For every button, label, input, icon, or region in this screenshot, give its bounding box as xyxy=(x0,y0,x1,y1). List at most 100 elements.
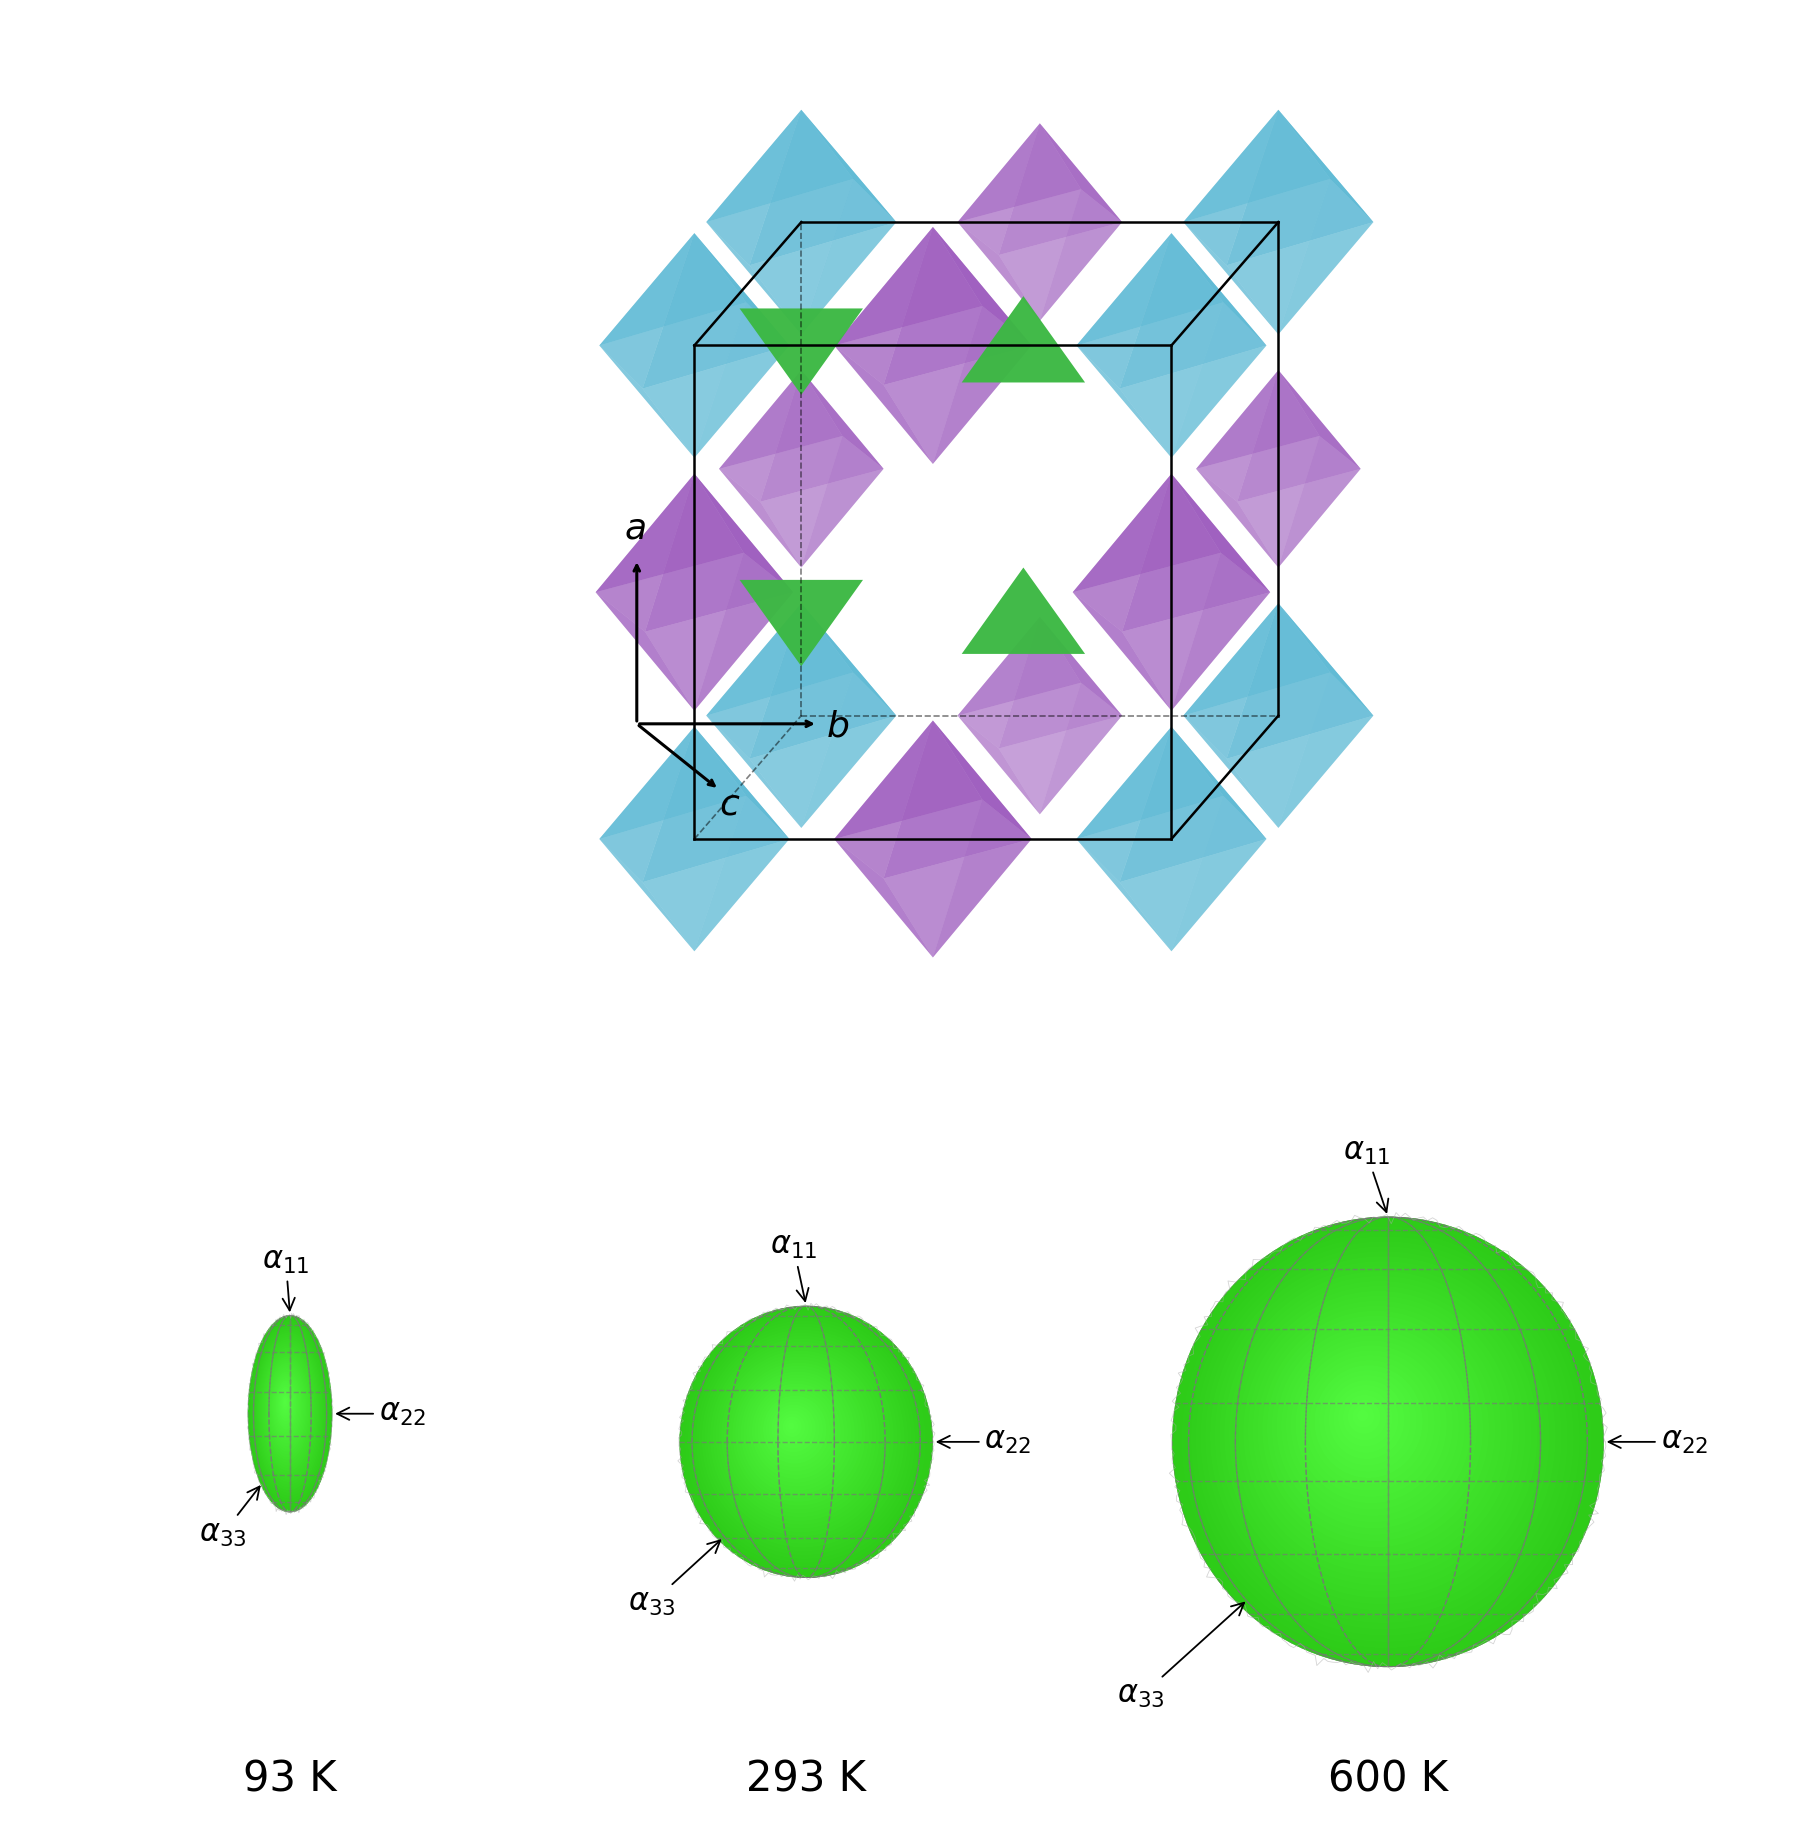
Polygon shape xyxy=(932,307,1031,465)
Polygon shape xyxy=(596,474,743,593)
Polygon shape xyxy=(706,604,801,758)
Polygon shape xyxy=(1120,345,1267,457)
Polygon shape xyxy=(1278,604,1373,716)
Ellipse shape xyxy=(252,1324,328,1502)
Text: 600 K: 600 K xyxy=(1328,1759,1447,1801)
Polygon shape xyxy=(1226,110,1373,264)
Ellipse shape xyxy=(698,1327,907,1551)
Ellipse shape xyxy=(682,1309,929,1573)
Polygon shape xyxy=(958,222,1040,321)
Polygon shape xyxy=(1226,716,1373,828)
Polygon shape xyxy=(833,720,983,839)
Ellipse shape xyxy=(1285,1335,1458,1517)
Polygon shape xyxy=(599,233,747,345)
Polygon shape xyxy=(1183,604,1278,758)
Ellipse shape xyxy=(1328,1381,1404,1460)
Polygon shape xyxy=(1183,178,1330,334)
Ellipse shape xyxy=(1343,1395,1386,1439)
Polygon shape xyxy=(1073,474,1172,632)
Polygon shape xyxy=(749,110,896,264)
Polygon shape xyxy=(801,435,884,567)
Polygon shape xyxy=(643,839,790,951)
Ellipse shape xyxy=(1258,1305,1496,1553)
Ellipse shape xyxy=(1305,1355,1435,1491)
Polygon shape xyxy=(643,727,790,881)
Ellipse shape xyxy=(763,1395,826,1463)
Ellipse shape xyxy=(1357,1410,1368,1421)
Ellipse shape xyxy=(722,1351,880,1520)
Ellipse shape xyxy=(754,1386,837,1474)
Ellipse shape xyxy=(279,1388,292,1419)
Ellipse shape xyxy=(274,1375,299,1436)
Polygon shape xyxy=(706,110,853,222)
Polygon shape xyxy=(1183,672,1330,828)
Polygon shape xyxy=(599,303,747,457)
Polygon shape xyxy=(961,567,1085,654)
Ellipse shape xyxy=(765,1399,823,1460)
Polygon shape xyxy=(801,672,896,828)
Polygon shape xyxy=(1040,683,1121,815)
Ellipse shape xyxy=(1267,1316,1483,1540)
Text: $\alpha_{33}$: $\alpha_{33}$ xyxy=(1118,1603,1244,1711)
Ellipse shape xyxy=(713,1342,891,1533)
Polygon shape xyxy=(1073,593,1172,711)
Ellipse shape xyxy=(1201,1247,1568,1629)
Ellipse shape xyxy=(1181,1226,1591,1654)
Ellipse shape xyxy=(729,1360,869,1509)
Polygon shape xyxy=(833,228,932,386)
Polygon shape xyxy=(599,233,695,389)
Polygon shape xyxy=(706,222,801,334)
Polygon shape xyxy=(706,604,853,716)
Polygon shape xyxy=(999,716,1121,815)
Ellipse shape xyxy=(250,1322,329,1504)
Polygon shape xyxy=(1237,468,1361,567)
Ellipse shape xyxy=(752,1384,841,1478)
Ellipse shape xyxy=(263,1351,311,1465)
Ellipse shape xyxy=(769,1401,819,1456)
Polygon shape xyxy=(644,593,794,711)
Polygon shape xyxy=(884,720,1031,878)
Ellipse shape xyxy=(270,1364,304,1449)
Ellipse shape xyxy=(707,1337,898,1540)
Ellipse shape xyxy=(1262,1311,1489,1548)
Ellipse shape xyxy=(1238,1285,1519,1579)
Ellipse shape xyxy=(1352,1405,1373,1427)
Ellipse shape xyxy=(268,1362,306,1452)
Text: 293 K: 293 K xyxy=(747,1759,866,1801)
Polygon shape xyxy=(740,308,862,395)
Ellipse shape xyxy=(734,1366,862,1502)
Polygon shape xyxy=(1226,222,1373,334)
Ellipse shape xyxy=(1314,1366,1422,1478)
Ellipse shape xyxy=(261,1348,315,1471)
Polygon shape xyxy=(1197,371,1278,501)
Polygon shape xyxy=(1120,727,1267,881)
Polygon shape xyxy=(695,795,790,951)
Ellipse shape xyxy=(747,1377,848,1487)
Ellipse shape xyxy=(1247,1296,1507,1566)
Ellipse shape xyxy=(727,1357,873,1513)
Ellipse shape xyxy=(272,1370,302,1443)
Ellipse shape xyxy=(248,1318,331,1509)
Polygon shape xyxy=(801,371,884,468)
Text: $\alpha_{22}$: $\alpha_{22}$ xyxy=(337,1399,427,1428)
Polygon shape xyxy=(599,727,695,881)
Polygon shape xyxy=(999,617,1121,749)
Ellipse shape xyxy=(1172,1217,1604,1667)
Polygon shape xyxy=(695,233,790,345)
Polygon shape xyxy=(695,474,794,593)
Ellipse shape xyxy=(248,1315,333,1513)
Polygon shape xyxy=(1172,553,1271,711)
Polygon shape xyxy=(749,716,896,828)
Ellipse shape xyxy=(1348,1401,1381,1434)
Polygon shape xyxy=(599,345,695,457)
Polygon shape xyxy=(1121,474,1271,632)
Polygon shape xyxy=(1197,371,1319,468)
Ellipse shape xyxy=(1229,1276,1532,1592)
Ellipse shape xyxy=(779,1414,805,1441)
Ellipse shape xyxy=(749,1381,844,1483)
Ellipse shape xyxy=(268,1360,308,1454)
Ellipse shape xyxy=(277,1383,295,1427)
Ellipse shape xyxy=(718,1348,884,1524)
Ellipse shape xyxy=(688,1315,922,1566)
Polygon shape xyxy=(833,345,932,465)
